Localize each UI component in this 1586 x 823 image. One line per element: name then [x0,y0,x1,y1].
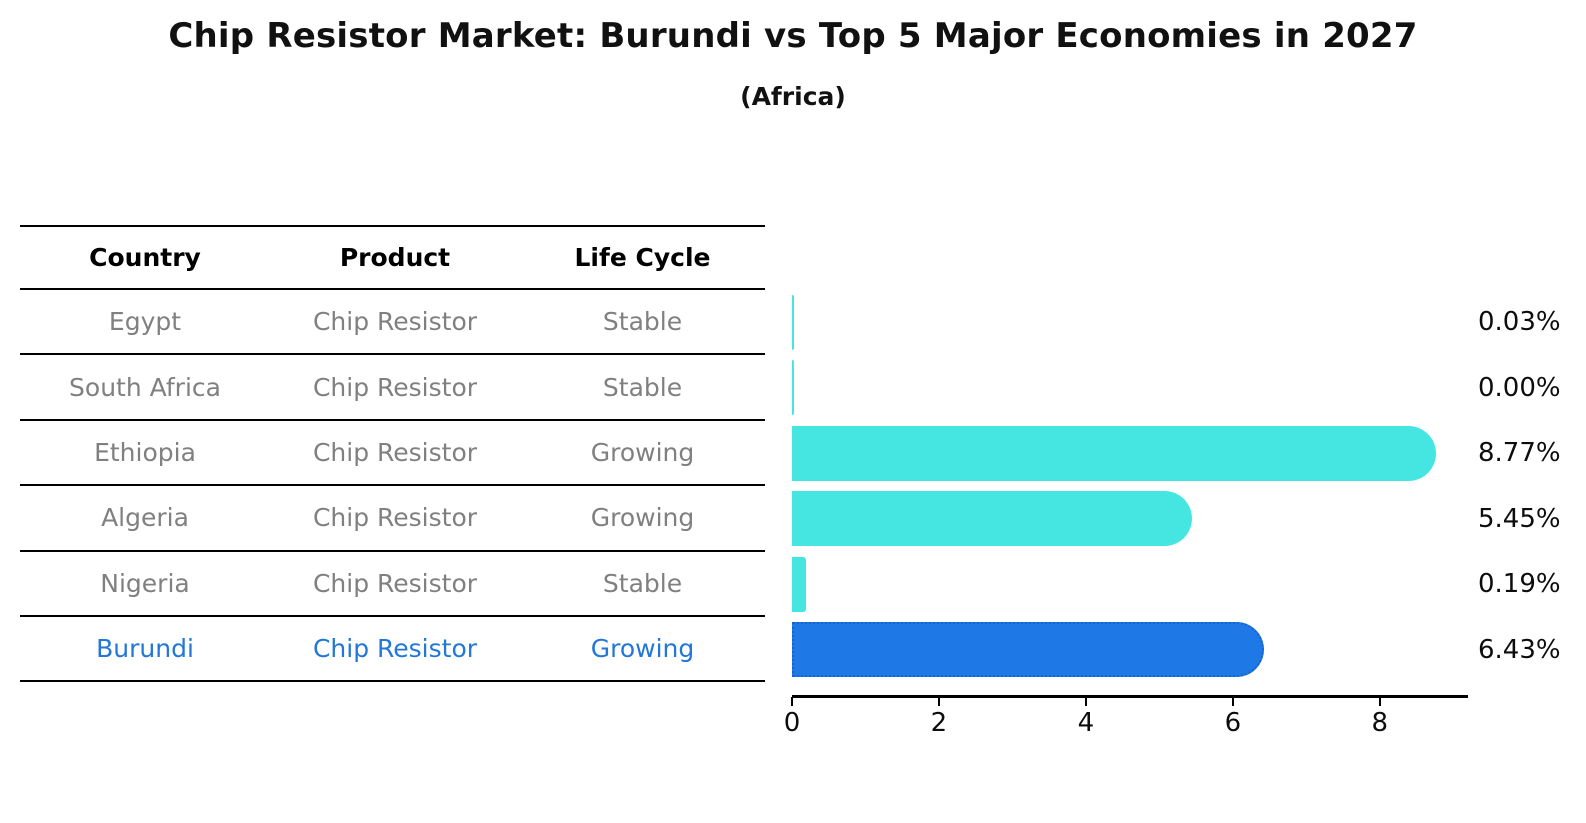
life-cycle-cell: Stable [602,372,683,402]
value-label: 5.45% [1478,503,1561,534]
product-cell: Chip Resistor [312,568,478,598]
country-cell: Algeria [101,503,189,533]
product-cell: Chip Resistor [312,437,478,467]
x-axis-tick [937,697,941,706]
table-row-burundi: Burundi Chip Resistor Growing [20,617,765,683]
country-cell: Egypt [108,307,182,337]
x-axis-tick [790,697,794,706]
table-row: Egypt Chip Resistor Stable [20,290,765,356]
country-cell: Nigeria [100,568,190,598]
chart-title: Chip Resistor Market: Burundi vs Top 5 M… [168,16,1418,56]
life-cycle-cell: Growing [590,634,695,664]
country-cell: Burundi [96,634,194,664]
life-cycle-cell: Growing [590,437,695,467]
chart-subtitle: (Africa) [740,82,846,111]
life-cycle-cell: Stable [602,307,683,337]
product-cell: Chip Resistor [312,503,478,533]
value-label: 0.03% [1478,307,1561,337]
product-cell: Chip Resistor [312,372,478,402]
column-header-life-cycle: Life Cycle [574,243,711,272]
x-axis-tick-label: 8 [1371,708,1389,738]
bar-ethiopia [792,425,1437,481]
value-label: 0.00% [1478,372,1561,403]
table-row: South Africa Chip Resistor Stable [20,355,765,421]
x-axis-line [792,695,1468,698]
table-row: Nigeria Chip Resistor Stable [20,552,765,617]
country-table: Country Product Life Cycle Egypt Chip Re… [20,225,765,683]
value-label: 0.19% [1478,569,1561,599]
value-label: 6.43% [1478,634,1561,665]
x-axis-tick-label: 4 [1077,708,1095,738]
product-cell: Chip Resistor [312,307,478,337]
country-cell: South Africa [69,372,221,402]
x-axis-tick-label: 0 [783,708,801,738]
x-axis-tick [1084,697,1088,706]
table-header-row: Country Product Life Cycle [20,225,765,290]
country-cell: Ethiopia [94,437,196,467]
bar-nigeria [792,556,806,612]
table-row: Ethiopia Chip Resistor Growing [20,421,765,487]
life-cycle-cell: Stable [602,568,683,598]
x-axis-tick-label: 6 [1224,708,1242,738]
column-header-product: Product [339,243,451,272]
value-label: 8.77% [1478,438,1561,468]
bar-south-africa [792,360,794,415]
bar-algeria [792,491,1193,546]
bar-egypt [792,294,795,350]
table-row: Algeria Chip Resistor Growing [20,486,765,552]
x-axis-tick [1231,697,1235,706]
product-cell: Chip Resistor [312,634,478,664]
bar-burundi [792,622,1265,677]
column-header-country: Country [89,243,201,272]
life-cycle-cell: Growing [590,503,695,533]
x-axis-tick-label: 2 [930,708,948,738]
x-axis-tick [1378,697,1382,706]
